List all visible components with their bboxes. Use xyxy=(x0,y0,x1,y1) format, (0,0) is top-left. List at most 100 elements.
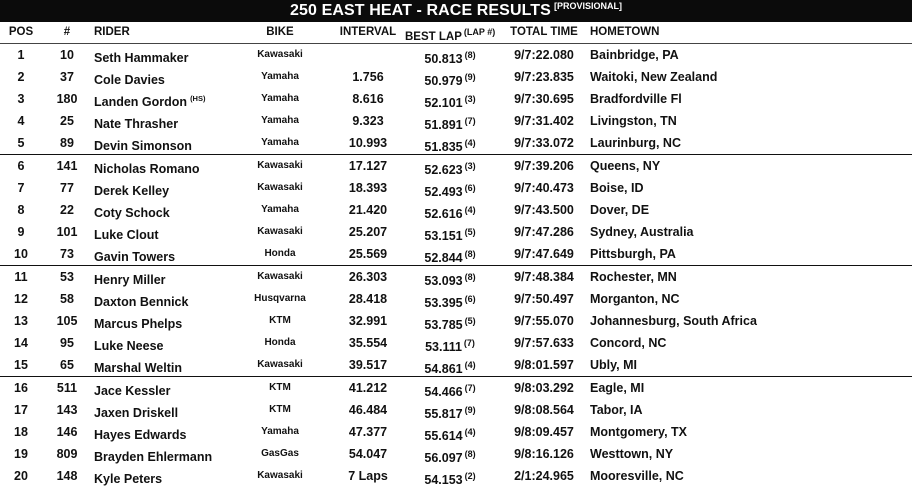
row-rider-name: Nate Thrasher xyxy=(94,117,178,131)
row-pos: 8 xyxy=(0,199,42,221)
row-best-lap: 54.153 (2) xyxy=(405,465,495,491)
row-total-time: 9/7:50.497 xyxy=(504,288,584,310)
row-number: 180 xyxy=(42,88,92,110)
row-bike: Yamaha xyxy=(230,421,330,443)
row-pos: 4 xyxy=(0,110,42,132)
row-best-lap-number: (5) xyxy=(465,316,476,326)
row-number: 809 xyxy=(42,443,92,465)
row-total-time: 9/8:16.126 xyxy=(504,443,584,465)
row-hometown: Boise, ID xyxy=(590,177,910,199)
row-best-lap-time: 50.813 xyxy=(424,52,462,66)
row-pos: 10 xyxy=(0,243,42,265)
row-best-lap-number: (9) xyxy=(465,405,476,415)
header-best-lap-sup: (LAP #) xyxy=(464,27,495,37)
row-total-time: 9/8:01.597 xyxy=(504,354,584,376)
row-bike: Kawasaki xyxy=(230,354,330,376)
row-best-lap-time: 55.817 xyxy=(424,407,462,421)
row-interval: 1.756 xyxy=(334,66,402,88)
row-pos: 3 xyxy=(0,88,42,110)
result-row: 17 143 Jaxen Driskell KTM 46.484 55.817(… xyxy=(0,399,912,421)
row-bike: Kawasaki xyxy=(230,155,330,177)
row-bike: Honda xyxy=(230,332,330,354)
row-pos: 19 xyxy=(0,443,42,465)
row-total-time: 9/7:47.649 xyxy=(504,243,584,265)
row-bike: KTM xyxy=(230,399,330,421)
row-hometown: Concord, NC xyxy=(590,332,910,354)
row-total-time: 2/1:24.965 xyxy=(504,465,584,487)
row-number: 143 xyxy=(42,399,92,421)
row-best-lap-number: (4) xyxy=(465,205,476,215)
row-rider-name: Kyle Peters xyxy=(94,472,162,486)
result-row: 1 10 Seth Hammaker Kawasaki 50.813 (8) 9/… xyxy=(0,44,912,66)
header-bike: BIKE xyxy=(230,22,330,43)
row-pos: 15 xyxy=(0,354,42,376)
result-row: 12 58 Daxton Bennick Husqvarna 28.418 53… xyxy=(0,288,912,310)
result-row: 6 141 Nicholas Romano Kawasaki 17.127 52… xyxy=(0,155,912,177)
row-best-lap-time: 55.614 xyxy=(424,429,462,443)
row-pos: 14 xyxy=(0,332,42,354)
row-rider-name: Luke Neese xyxy=(94,339,163,353)
result-row: 14 95 Luke Neese Honda 35.554 53.111 (7) … xyxy=(0,332,912,354)
row-number: 53 xyxy=(42,266,92,288)
row-best-lap-time: 52.493 xyxy=(424,185,462,199)
row-best-lap-number: (8) xyxy=(465,50,476,60)
result-row: 2 37 Cole Davies Yamaha 1.756 50.979 (9) … xyxy=(0,66,912,88)
row-best-lap-number: (3) xyxy=(465,94,476,104)
row-rider-name: Jace Kessler xyxy=(94,384,170,398)
row-rider-name: Marcus Phelps xyxy=(94,317,182,331)
row-best-lap-number: (6) xyxy=(465,183,476,193)
row-best-lap-number: (3) xyxy=(465,161,476,171)
row-bike: Yamaha xyxy=(230,132,330,154)
row-interval: 10.993 xyxy=(334,132,402,154)
row-interval: 41.212 xyxy=(334,377,402,399)
row-best-lap-time: 54.861 xyxy=(424,362,462,376)
row-total-time: 9/7:33.072 xyxy=(504,132,584,154)
row-pos: 7 xyxy=(0,177,42,199)
row-hometown: Montgomery, TX xyxy=(590,421,910,443)
row-rider-name: Nicholas Romano xyxy=(94,162,200,176)
header-interval: INTERVAL xyxy=(334,22,402,43)
row-pos: 6 xyxy=(0,155,42,177)
row-interval: 28.418 xyxy=(334,288,402,310)
row-interval: 32.991 xyxy=(334,310,402,332)
header-hometown: HOMETOWN xyxy=(590,22,910,43)
row-hometown: Livingston, TN xyxy=(590,110,910,132)
title-bar: 250 EAST HEAT - RACE RESULTS [PROVISIONAL… xyxy=(0,0,912,22)
row-number: 73 xyxy=(42,243,92,265)
row-interval: 25.207 xyxy=(334,221,402,243)
row-total-time: 9/7:31.402 xyxy=(504,110,584,132)
row-rider-name: Daxton Bennick xyxy=(94,295,188,309)
row-interval: 17.127 xyxy=(334,155,402,177)
row-interval: 8.616 xyxy=(334,88,402,110)
row-bike: Kawasaki xyxy=(230,266,330,288)
row-interval: 21.420 xyxy=(334,199,402,221)
row-best-lap-time: 56.097 xyxy=(424,451,462,465)
row-interval: 7 Laps xyxy=(334,465,402,487)
row-pos: 2 xyxy=(0,66,42,88)
row-best-lap-time: 53.151 xyxy=(424,229,462,243)
row-bike: Husqvarna xyxy=(230,288,330,310)
result-row: 11 53 Henry Miller Kawasaki 26.303 53.09… xyxy=(0,266,912,288)
row-rider-tag: (HS) xyxy=(190,94,205,103)
row-hometown: Westtown, NY xyxy=(590,443,910,465)
row-number: 95 xyxy=(42,332,92,354)
row-rider-name: Gavin Towers xyxy=(94,250,175,264)
row-best-lap-time: 54.466 xyxy=(424,385,462,399)
page-title: 250 EAST HEAT - RACE RESULTS xyxy=(290,2,551,19)
provisional-badge: [PROVISIONAL] xyxy=(554,1,622,11)
row-rider-name: Cole Davies xyxy=(94,73,165,87)
row-interval: 9.323 xyxy=(334,110,402,132)
row-pos: 1 xyxy=(0,44,42,66)
row-total-time: 9/7:57.633 xyxy=(504,332,584,354)
row-total-time: 9/7:55.070 xyxy=(504,310,584,332)
row-rider-name: Jaxen Driskell xyxy=(94,406,178,420)
row-best-lap-number: (7) xyxy=(464,338,475,348)
row-bike: Kawasaki xyxy=(230,177,330,199)
row-best-lap-number: (6) xyxy=(465,294,476,304)
row-number: 101 xyxy=(42,221,92,243)
row-hometown: Morganton, NC xyxy=(590,288,910,310)
row-hometown: Johannesburg, South Africa xyxy=(590,310,910,332)
row-hometown: Laurinburg, NC xyxy=(590,132,910,154)
row-bike: Kawasaki xyxy=(230,465,330,487)
row-best-lap-number: (7) xyxy=(465,383,476,393)
